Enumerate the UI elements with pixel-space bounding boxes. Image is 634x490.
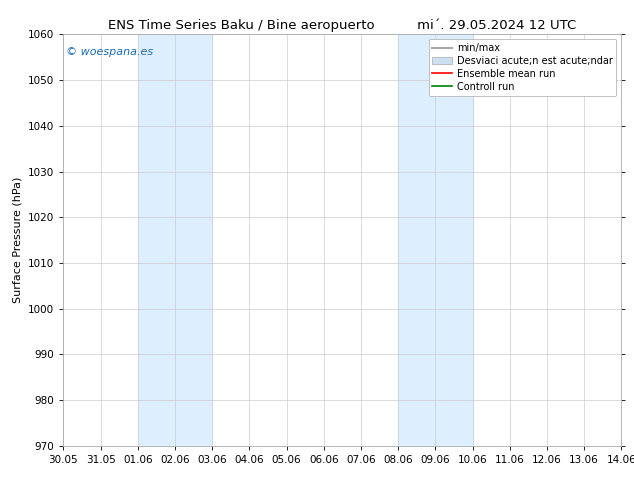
Bar [138,34,212,446]
Y-axis label: Surface Pressure (hPa): Surface Pressure (hPa) [13,177,23,303]
Legend: min/max, Desviaci acute;n est acute;ndar, Ensemble mean run, Controll run: min/max, Desviaci acute;n est acute;ndar… [429,39,616,96]
Bar [398,34,472,446]
Title: ENS Time Series Baku / Bine aeropuerto          mi´. 29.05.2024 12 UTC: ENS Time Series Baku / Bine aeropuerto m… [108,18,576,32]
Text: © woespana.es: © woespana.es [66,47,153,57]
